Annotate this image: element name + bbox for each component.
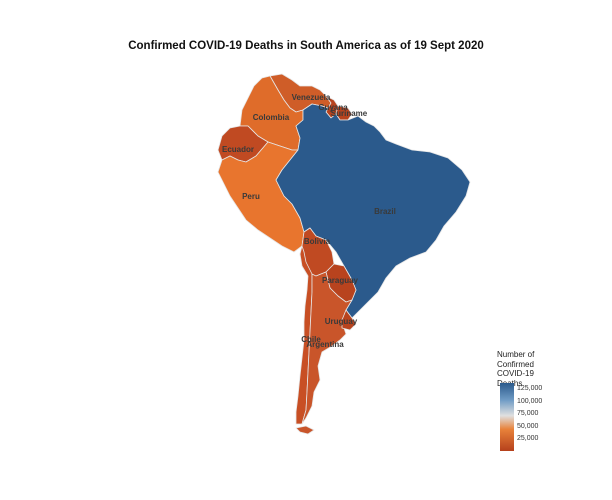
label-bolivia: Bolivia — [304, 237, 331, 246]
legend-tick: 50,000 — [517, 422, 539, 430]
country-brazil — [275, 103, 471, 319]
legend-tick: 100,000 — [517, 397, 543, 405]
legend-tick: 75,000 — [517, 410, 539, 418]
label-ecuador: Ecuador — [222, 145, 254, 154]
country-argentina — [301, 271, 353, 425]
legend-tick: 25,000 — [517, 435, 539, 443]
label-argentina: Argentina — [306, 340, 344, 349]
label-paraguay: Paraguay — [322, 276, 359, 285]
legend-title-line: Confirmed — [497, 359, 534, 369]
label-suriname: Suriname — [331, 109, 368, 118]
label-uruguay: Uruguay — [325, 317, 358, 326]
legend-tick: 125,000 — [517, 385, 543, 393]
label-peru: Peru — [242, 192, 260, 201]
label-chile: Chile — [301, 335, 321, 344]
legend-colorbar — [500, 383, 514, 451]
map-title: Confirmed COVID-19 Deaths in South Ameri… — [128, 40, 484, 52]
label-brazil: Brazil — [374, 207, 396, 216]
country-tierra-del-fuego — [295, 425, 315, 435]
label-colombia: Colombia — [253, 113, 290, 122]
legend-title-line: Number of — [497, 350, 535, 359]
country-uruguay — [341, 309, 357, 331]
label-venezuela: Venezuela — [292, 93, 331, 102]
legend-title-line: COVID-19 — [497, 369, 534, 378]
label-guyana: Guyana — [318, 103, 348, 112]
